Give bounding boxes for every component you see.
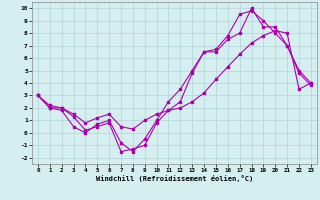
X-axis label: Windchill (Refroidissement éolien,°C): Windchill (Refroidissement éolien,°C) bbox=[96, 175, 253, 182]
